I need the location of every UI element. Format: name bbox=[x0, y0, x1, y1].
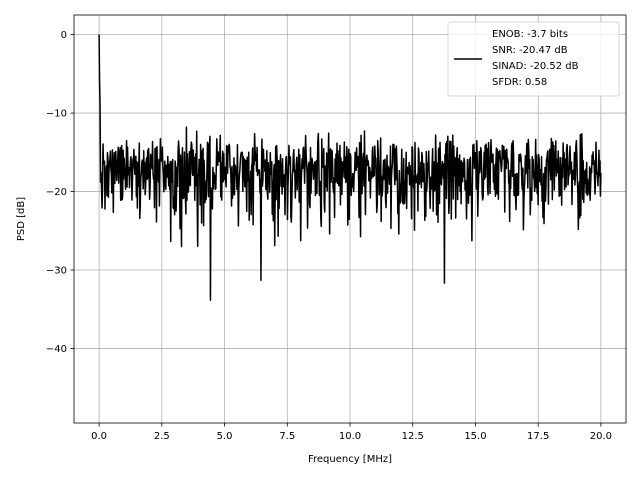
x-tick-label: 7.5 bbox=[279, 431, 295, 442]
x-tick-label: 2.5 bbox=[154, 431, 170, 442]
x-tick-label: 17.5 bbox=[527, 431, 549, 442]
legend-enob: ENOB: -3.7 bits bbox=[492, 29, 568, 40]
x-tick-label: 12.5 bbox=[402, 431, 424, 442]
y-tick-label: −30 bbox=[46, 266, 67, 277]
x-tick-label: 0.0 bbox=[91, 431, 107, 442]
y-tick-label: −10 bbox=[46, 109, 67, 120]
legend-snr: SNR: -20.47 dB bbox=[492, 45, 568, 56]
series-layer bbox=[98, 34, 602, 302]
x-axis-label: Frequency [MHz] bbox=[308, 454, 392, 465]
legend-sinad: SINAD: -20.52 dB bbox=[492, 61, 579, 72]
y-tick-label: 0 bbox=[61, 30, 67, 41]
y-tick-label: −20 bbox=[46, 187, 67, 198]
legend-box bbox=[447, 21, 620, 97]
y-tick-label: −40 bbox=[46, 344, 67, 355]
x-tick-label: 10.0 bbox=[339, 431, 361, 442]
x-tick-label: 20.0 bbox=[590, 431, 612, 442]
y-axis-label: PSD [dB] bbox=[16, 197, 27, 241]
psd-series-line bbox=[98, 34, 602, 302]
x-tick-label: 5.0 bbox=[217, 431, 233, 442]
y-axis: 0 −10 −20 −30 −40 bbox=[46, 30, 74, 355]
legend-sfdr: SFDR: 0.58 bbox=[492, 77, 547, 88]
x-axis: 0.0 2.5 5.0 7.5 10.0 12.5 15.0 17.5 20.0 bbox=[91, 423, 612, 442]
x-tick-label: 15.0 bbox=[464, 431, 486, 442]
legend: ENOB: -3.7 bits SNR: -20.47 dB SINAD: -2… bbox=[447, 21, 620, 97]
